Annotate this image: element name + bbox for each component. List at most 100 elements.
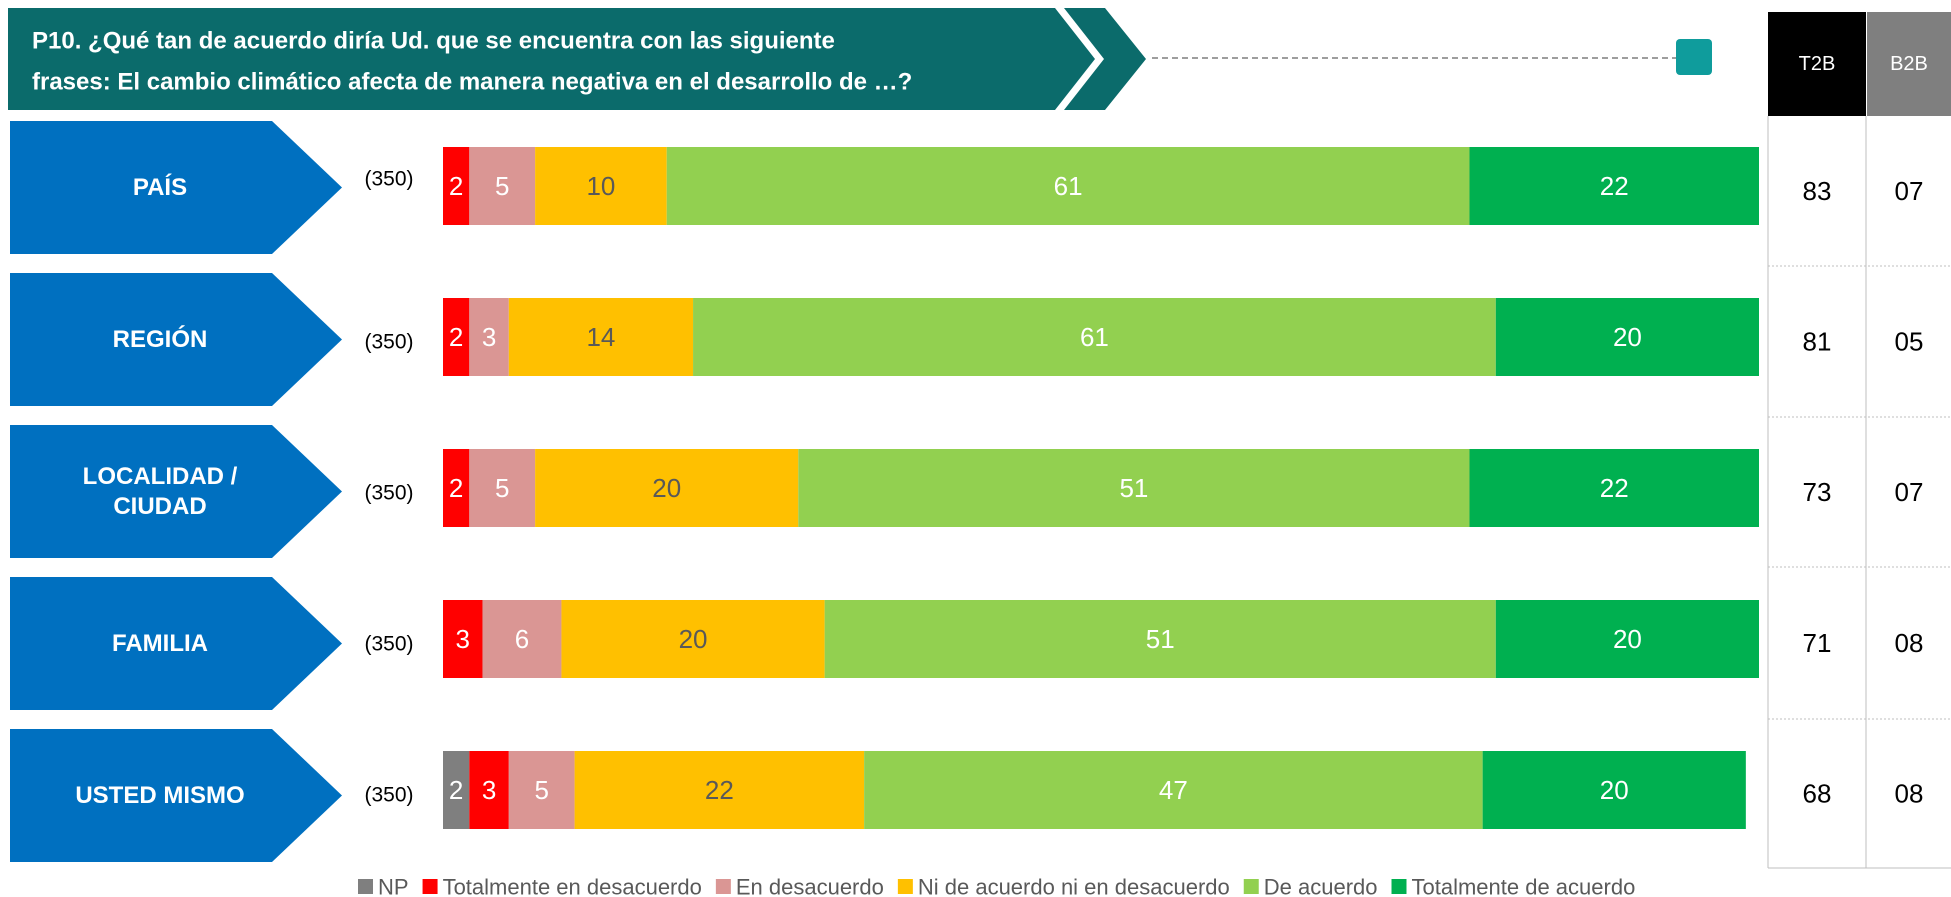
data-label: 20 [652, 473, 681, 503]
data-label: 2 [449, 473, 463, 503]
legend-label: Totalmente en desacuerdo [443, 875, 702, 897]
category-label: REGIÓN [113, 325, 208, 353]
bar-segment [561, 600, 825, 678]
t2b-value: 68 [1803, 779, 1832, 809]
data-label: 2 [449, 322, 463, 352]
data-label: 5 [495, 473, 509, 503]
category-arrow [10, 729, 342, 862]
data-label: 47 [1159, 775, 1188, 805]
data-label: 10 [586, 171, 615, 201]
data-label: 3 [456, 624, 470, 654]
title-line: frases: El cambio climático afecta de ma… [32, 69, 912, 96]
bar-segment [508, 298, 694, 376]
t2b-value: 73 [1803, 477, 1832, 507]
data-label: 61 [1054, 171, 1083, 201]
legend-label: En desacuerdo [736, 875, 884, 897]
legend-label: Totalmente de acuerdo [1412, 875, 1636, 897]
b2b-header-bg [1867, 12, 1951, 116]
b2b-header: B2B [1890, 53, 1928, 75]
sample-size: (350) [364, 633, 413, 656]
data-label: 22 [705, 775, 734, 805]
data-label: 20 [1613, 322, 1642, 352]
category-label: USTED MISMO [75, 782, 244, 809]
bar-segment [469, 147, 536, 225]
b2b-value: 08 [1895, 779, 1924, 809]
b2b-value: 05 [1895, 327, 1924, 357]
bar-segment [443, 298, 470, 376]
data-label: 20 [679, 624, 708, 654]
legend-swatch [358, 879, 373, 894]
legend-swatch [1243, 879, 1259, 894]
data-label: 5 [534, 775, 548, 805]
bar-segment [1495, 600, 1759, 678]
legend-swatch [715, 879, 731, 894]
data-label: 20 [1600, 775, 1629, 805]
data-label: 22 [1600, 473, 1629, 503]
legend-swatch [1391, 879, 1407, 894]
bar-segment [443, 147, 470, 225]
data-label: 51 [1119, 473, 1148, 503]
category-label: FAMILIA [112, 630, 208, 657]
t2b-value: 81 [1803, 327, 1832, 357]
bar-segment [469, 751, 509, 829]
data-label: 20 [1613, 624, 1642, 654]
t2b-header-bg [1768, 12, 1866, 116]
t2b-header: T2B [1799, 53, 1836, 75]
sample-size: (350) [364, 168, 413, 191]
bar-segment [443, 751, 470, 829]
sample-size: (350) [364, 784, 413, 807]
t2b-value: 83 [1803, 176, 1832, 206]
bar-segment [693, 298, 1496, 376]
sample-size: (350) [364, 331, 413, 354]
bar-segment [535, 147, 667, 225]
bar-segment [443, 600, 483, 678]
bar-segment [482, 600, 562, 678]
data-label: 6 [515, 624, 529, 654]
category-label: CIUDAD [113, 493, 206, 520]
bar-segment [798, 449, 1470, 527]
bar-segment [508, 751, 575, 829]
data-label: 5 [495, 171, 509, 201]
b2b-value: 08 [1895, 628, 1924, 658]
data-label: 3 [482, 322, 496, 352]
data-label: 51 [1146, 624, 1175, 654]
bar-segment [1469, 449, 1759, 527]
bar-segment [443, 449, 470, 527]
category-label: PAÍS [133, 173, 187, 201]
bar-segment [535, 449, 799, 527]
b2b-value: 07 [1895, 176, 1924, 206]
bar-segment [824, 600, 1496, 678]
bar-segment [469, 449, 536, 527]
legend-swatch [422, 879, 438, 894]
data-label: 2 [449, 171, 463, 201]
category-arrow [10, 273, 342, 406]
category-label: LOCALIDAD / [83, 463, 238, 490]
data-label: 61 [1080, 322, 1109, 352]
marker-square [1676, 39, 1712, 75]
data-label: 3 [482, 775, 496, 805]
legend-swatch [897, 879, 913, 894]
bar-segment [1482, 751, 1746, 829]
title-line: P10. ¿Qué tan de acuerdo diría Ud. que s… [32, 28, 835, 55]
legend-label: De acuerdo [1264, 875, 1378, 897]
category-arrow [10, 121, 342, 254]
title-banner [8, 8, 1095, 110]
t2b-value: 71 [1803, 628, 1832, 658]
category-arrow [10, 577, 342, 710]
bar-segment [574, 751, 865, 829]
legend-label: NP [378, 875, 409, 897]
bar-segment [1469, 147, 1759, 225]
data-label: 22 [1600, 171, 1629, 201]
legend-label: Ni de acuerdo ni en desacuerdo [918, 875, 1230, 897]
bar-segment [864, 751, 1483, 829]
sample-size: (350) [364, 482, 413, 505]
category-arrow [10, 425, 342, 558]
title-chevron [1064, 8, 1146, 110]
bar-segment [469, 298, 509, 376]
bar-segment [1495, 298, 1759, 376]
data-label: 14 [586, 322, 615, 352]
bar-segment [666, 147, 1470, 225]
data-label: 2 [449, 775, 463, 805]
b2b-value: 07 [1895, 477, 1924, 507]
